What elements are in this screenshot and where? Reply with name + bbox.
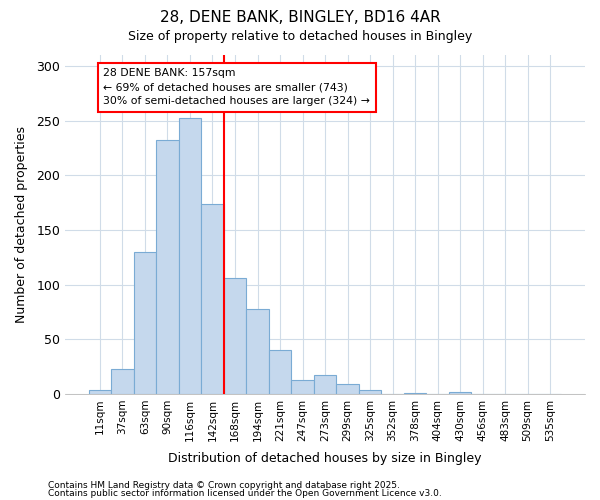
Bar	[201, 204, 224, 394]
X-axis label: Distribution of detached houses by size in Bingley: Distribution of detached houses by size …	[168, 452, 482, 465]
Text: Contains public sector information licensed under the Open Government Licence v3: Contains public sector information licen…	[48, 488, 442, 498]
Text: Size of property relative to detached houses in Bingley: Size of property relative to detached ho…	[128, 30, 472, 43]
Bar	[111, 369, 134, 394]
Bar	[246, 308, 269, 394]
Bar	[156, 140, 179, 394]
Bar	[224, 278, 246, 394]
Bar	[291, 380, 314, 394]
Y-axis label: Number of detached properties: Number of detached properties	[15, 126, 28, 323]
Text: 28, DENE BANK, BINGLEY, BD16 4AR: 28, DENE BANK, BINGLEY, BD16 4AR	[160, 10, 440, 25]
Bar	[404, 393, 427, 394]
Text: 28 DENE BANK: 157sqm
← 69% of detached houses are smaller (743)
30% of semi-deta: 28 DENE BANK: 157sqm ← 69% of detached h…	[103, 68, 370, 106]
Bar	[89, 390, 111, 394]
Bar	[314, 376, 336, 394]
Bar	[449, 392, 472, 394]
Bar	[359, 390, 382, 394]
Bar	[336, 384, 359, 394]
Bar	[179, 118, 201, 394]
Text: Contains HM Land Registry data © Crown copyright and database right 2025.: Contains HM Land Registry data © Crown c…	[48, 481, 400, 490]
Bar	[269, 350, 291, 394]
Bar	[134, 252, 156, 394]
